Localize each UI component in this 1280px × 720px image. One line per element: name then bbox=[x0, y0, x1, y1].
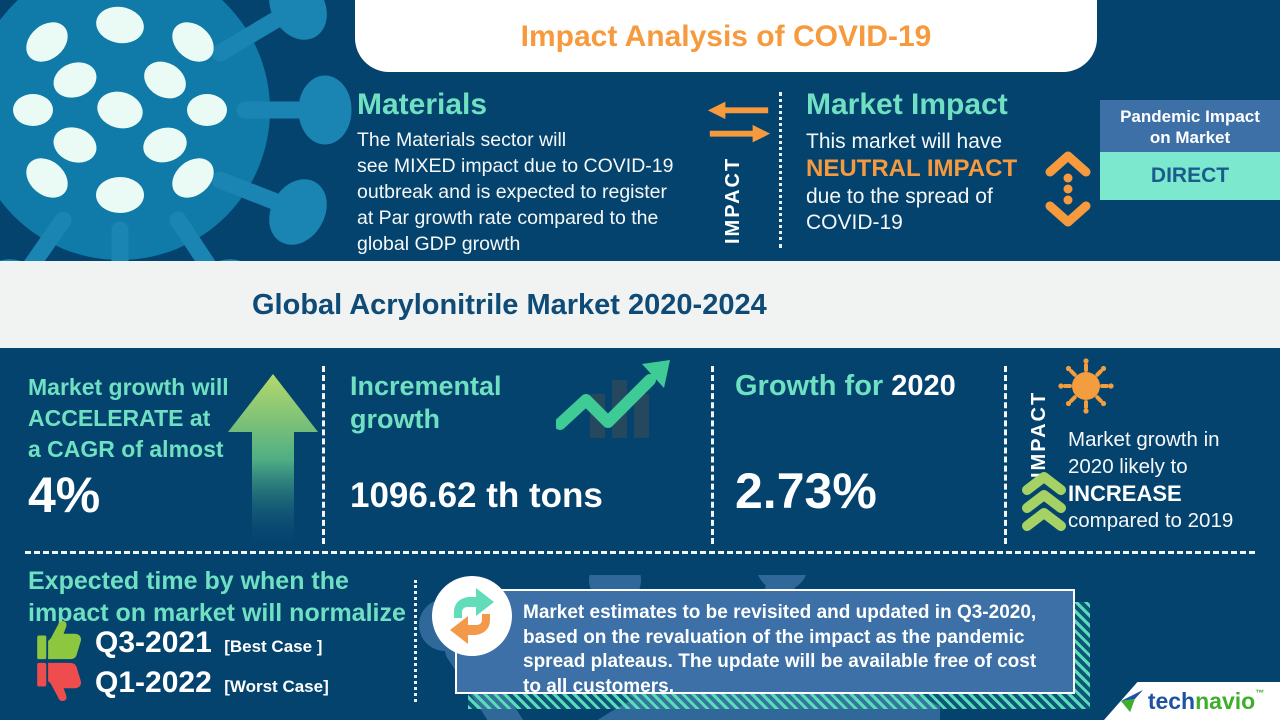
incremental-growth-value: 1096.62 th tons bbox=[350, 476, 603, 515]
best-case-value: Q3-2021 bbox=[95, 626, 212, 659]
triple-chevron-up-icon bbox=[1022, 472, 1066, 531]
covid-virus-icon bbox=[1058, 358, 1114, 414]
market-impact-line: This market will have bbox=[806, 130, 1003, 153]
market-impact-heading: Market Impact bbox=[806, 88, 1008, 121]
incremental-growth-heading: Incremental growth bbox=[350, 371, 502, 434]
swap-arrows-icon bbox=[707, 101, 771, 143]
bottom-row: Expected time by when the impact on mark… bbox=[0, 553, 1280, 720]
impact-2020-highlight: INCREASE bbox=[1068, 481, 1182, 506]
materials-heading: Materials bbox=[357, 88, 488, 121]
top-section: Impact Analysis of COVID-19 Materials Th… bbox=[0, 0, 1280, 261]
materials-line: see MIXED impact due to COVID-19 bbox=[357, 155, 674, 177]
pandemic-impact-value: DIRECT bbox=[1100, 152, 1280, 200]
market-impact-line: COVID-19 bbox=[806, 211, 903, 234]
best-case-row: Q3-2021 [Best Case ] bbox=[95, 626, 322, 660]
growth-2020-heading: Growth for 2020 bbox=[735, 370, 956, 402]
pandemic-impact-label: Pandemic Impact on Market bbox=[1100, 100, 1280, 152]
pandemic-impact-box: Pandemic Impact on Market DIRECT bbox=[1100, 100, 1280, 200]
impact-2020-text: Market growth in 2020 likely to INCREASE… bbox=[1068, 428, 1234, 532]
trend-up-icon bbox=[556, 360, 670, 438]
page-title: Impact Analysis of COVID-19 bbox=[520, 20, 932, 53]
materials-line: The Materials sector will bbox=[357, 129, 567, 151]
market-impact-highlight: NEUTRAL IMPACT bbox=[806, 155, 1018, 182]
technavio-logo: technavio™ bbox=[1104, 682, 1280, 720]
refresh-icon bbox=[450, 588, 494, 644]
top-dotted-divider bbox=[779, 92, 782, 248]
normalize-heading: Expected time by when the impact on mark… bbox=[28, 567, 406, 627]
worst-case-row: Q1-2022 [Worst Case] bbox=[95, 666, 329, 700]
diverge-arrows-icon bbox=[1045, 151, 1091, 227]
worst-case-value: Q1-2022 bbox=[95, 666, 212, 699]
impact-vertical-label: IMPACT bbox=[1028, 390, 1050, 478]
market-impact-line: due to the spread of bbox=[806, 185, 993, 208]
refresh-badge bbox=[432, 576, 512, 656]
growth-up-arrow-icon bbox=[228, 374, 318, 546]
growth-2020-value: 2.73% bbox=[735, 463, 877, 519]
stats-divider bbox=[322, 366, 325, 544]
notice-text: Market estimates to be revisited and upd… bbox=[523, 602, 1037, 697]
materials-description: The Materials sector will see MIXED impa… bbox=[357, 127, 673, 257]
technavio-logo-text: technavio™ bbox=[1147, 687, 1265, 714]
notice-box: Market estimates to be revisited and upd… bbox=[455, 589, 1075, 697]
stats-divider bbox=[1004, 366, 1007, 544]
materials-line: outbreak and is expected to register bbox=[357, 181, 668, 203]
market-title: Global Acrylonitrile Market 2020-2024 bbox=[252, 289, 767, 321]
thumbs-down-icon bbox=[37, 662, 81, 701]
materials-line: at Par growth rate compared to the bbox=[357, 207, 659, 229]
title-banner: Impact Analysis of COVID-19 bbox=[355, 0, 1097, 72]
impact-vertical-label: IMPACT bbox=[722, 156, 744, 244]
bottom-dotted-divider bbox=[414, 580, 417, 702]
cagr-value: 4% bbox=[28, 467, 101, 523]
stats-divider bbox=[711, 366, 714, 544]
horizontal-dashed-divider bbox=[25, 551, 1255, 554]
market-title-band: Global Acrylonitrile Market 2020-2024 bbox=[0, 261, 1280, 348]
best-case-label: [Best Case ] bbox=[224, 637, 323, 656]
worst-case-label: [Worst Case] bbox=[224, 677, 329, 696]
technavio-logo-icon bbox=[1120, 689, 1143, 713]
thumbs-up-icon bbox=[37, 621, 81, 660]
materials-line: global GDP growth bbox=[357, 233, 521, 255]
coronavirus-illustration-icon bbox=[0, 0, 352, 261]
stats-row: Market growth will ACCELERATE at a CAGR … bbox=[0, 348, 1280, 553]
cagr-text: Market growth will ACCELERATE at a CAGR … bbox=[28, 374, 229, 462]
